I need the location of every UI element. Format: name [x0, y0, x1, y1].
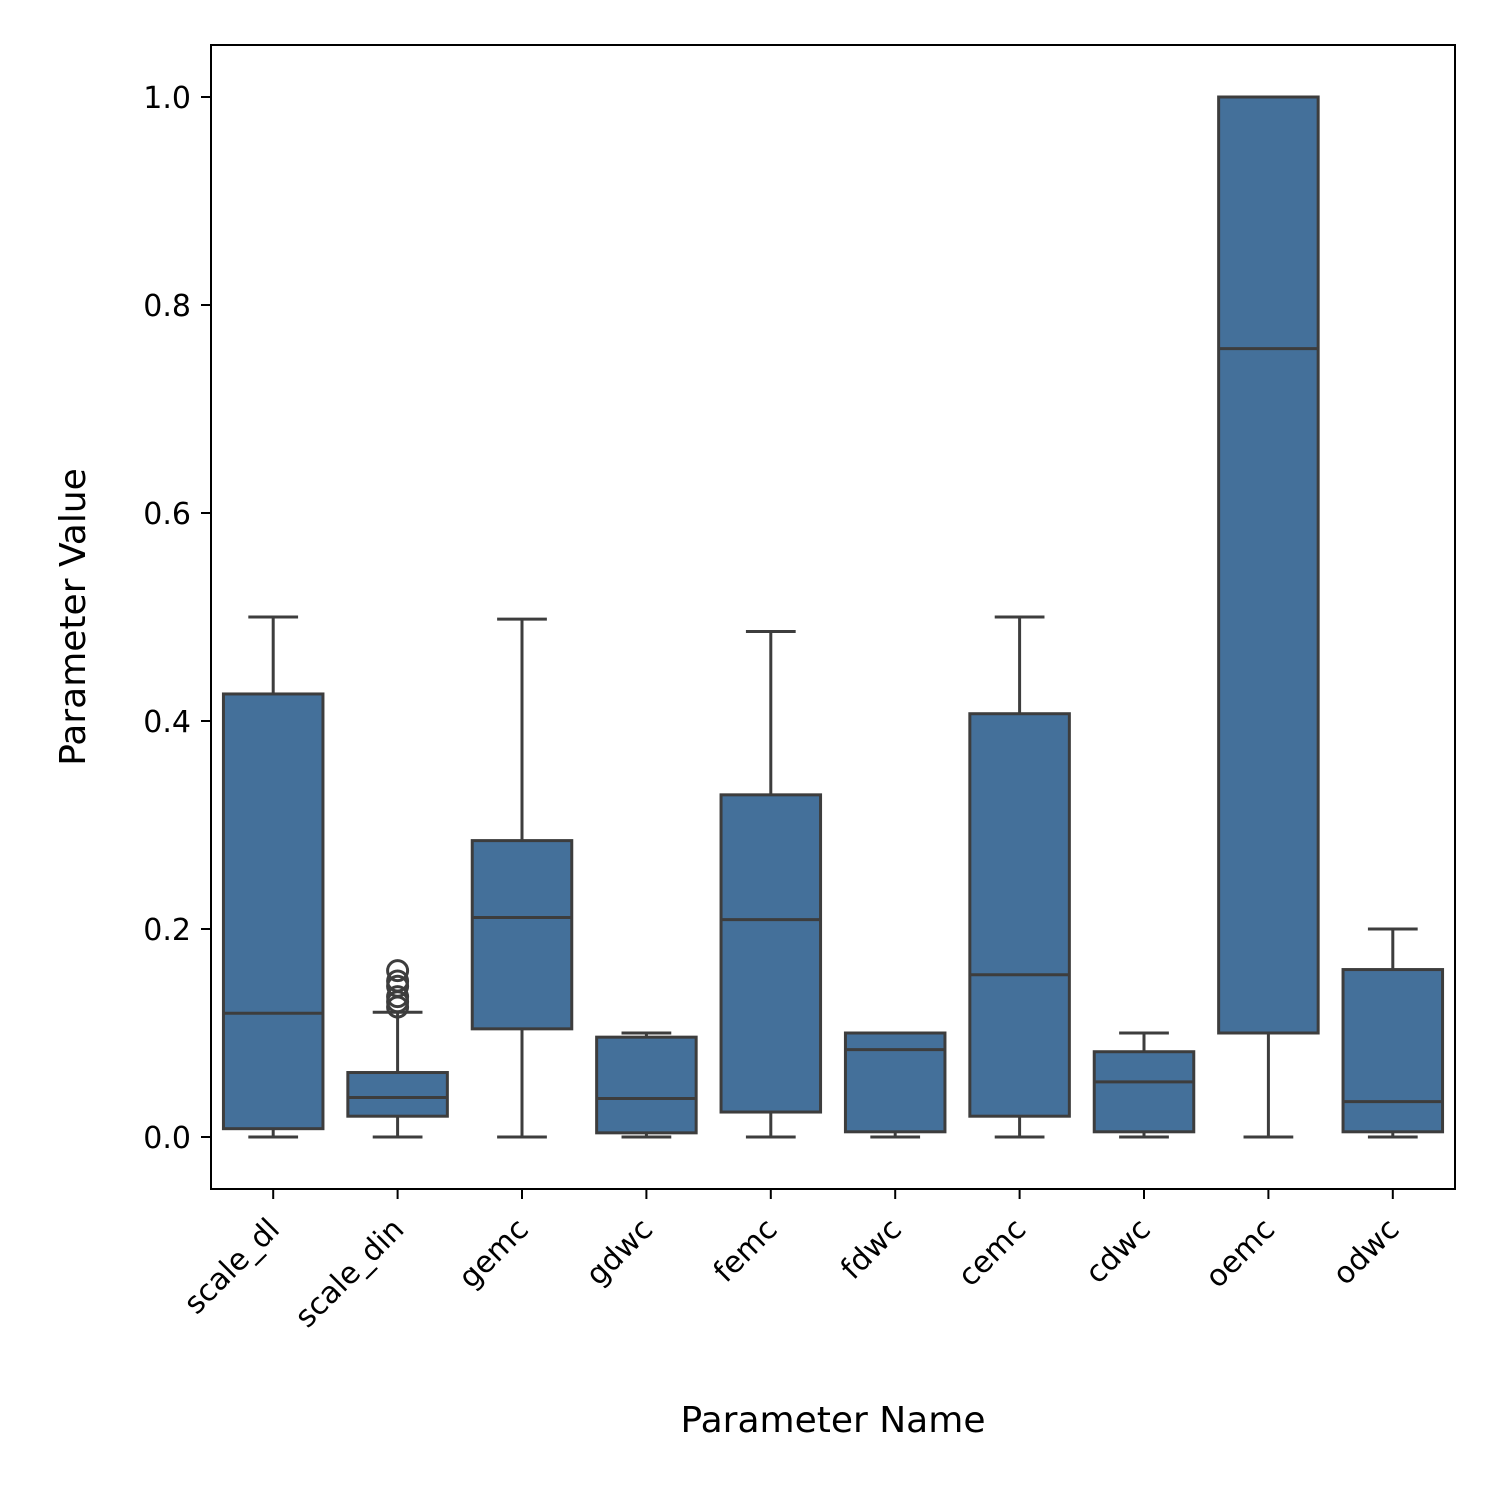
outlier-point	[386, 959, 410, 983]
x-axis-title: Parameter Name	[681, 1400, 986, 1441]
box-group-odwc	[1341, 927, 1445, 1139]
box-iqr	[968, 712, 1071, 1118]
box-iqr	[595, 1035, 698, 1135]
box-iqr	[1217, 95, 1320, 1035]
y-tick-label: 0.8	[143, 289, 191, 324]
plot-frame	[210, 44, 1456, 1190]
box-group-oemc	[1217, 95, 1320, 1139]
box-iqr	[221, 692, 325, 1131]
box-iqr	[346, 1071, 449, 1118]
y-tick-label: 0.6	[143, 497, 191, 532]
box-iqr	[719, 793, 823, 1114]
box-group-fdwc	[843, 1031, 947, 1139]
box-iqr	[1341, 968, 1445, 1134]
box-iqr	[470, 839, 574, 1031]
boxes-layer	[221, 95, 1445, 1139]
y-tick-label: 0.2	[143, 913, 191, 948]
box-group-gdwc	[595, 1031, 698, 1139]
y-tick-label: 1.0	[143, 81, 191, 116]
y-axis: 0.0 0.2 0.4 0.6 0.8 1.0	[143, 81, 211, 1156]
box-iqr	[843, 1031, 947, 1134]
box-iqr	[1092, 1050, 1196, 1134]
y-tick-label: 0.4	[143, 705, 191, 740]
box-group-scale_din	[346, 959, 449, 1139]
outlier-point	[386, 985, 410, 1009]
box-group-cemc	[968, 615, 1071, 1139]
box-group-femc	[719, 630, 823, 1139]
box-group-cdwc	[1092, 1031, 1196, 1139]
outlier-point	[386, 969, 410, 993]
y-tick-label: 0.0	[143, 1121, 191, 1156]
box-group-scale_dl	[221, 615, 325, 1139]
y-axis-title: Parameter Value	[53, 468, 94, 766]
box-group-gemc	[470, 617, 574, 1139]
